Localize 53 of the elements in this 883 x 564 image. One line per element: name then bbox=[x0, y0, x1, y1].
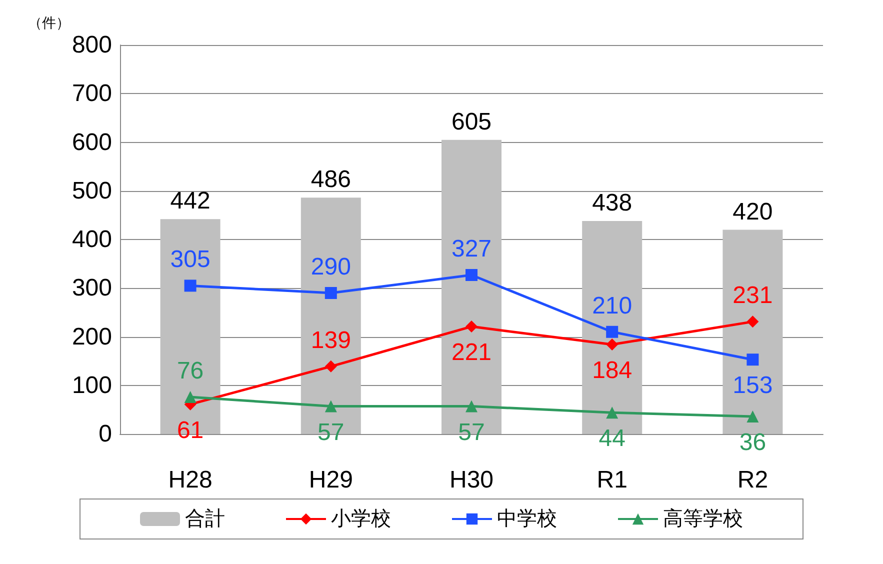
legend-label: 合計 bbox=[185, 508, 225, 530]
data-label: 605 bbox=[451, 108, 492, 136]
x-tick-label: H30 bbox=[449, 466, 494, 494]
data-label: 210 bbox=[592, 292, 632, 320]
x-tick-label: R2 bbox=[737, 466, 768, 494]
y-tick-label: 500 bbox=[72, 177, 112, 204]
data-label: 57 bbox=[458, 418, 485, 446]
point bbox=[466, 400, 478, 412]
data-label: 290 bbox=[310, 253, 351, 280]
data-label: 61 bbox=[176, 416, 204, 444]
data-label: 420 bbox=[732, 198, 773, 226]
data-label: 231 bbox=[732, 282, 773, 310]
y-tick-label: 0 bbox=[98, 420, 112, 448]
x-tick-label: H28 bbox=[168, 466, 212, 494]
y-tick-label: 100 bbox=[72, 372, 112, 399]
point bbox=[184, 280, 196, 292]
x-tick-label: H29 bbox=[308, 466, 353, 494]
data-label: 184 bbox=[592, 357, 632, 384]
data-label: 76 bbox=[176, 358, 204, 385]
y-tick-label: 200 bbox=[72, 323, 112, 350]
point bbox=[184, 391, 196, 404]
point bbox=[746, 316, 759, 328]
data-label: 438 bbox=[592, 190, 632, 217]
point bbox=[606, 406, 618, 419]
point bbox=[324, 286, 337, 299]
y-tick-label: 400 bbox=[72, 226, 112, 253]
bar bbox=[722, 230, 783, 434]
data-label: 305 bbox=[170, 246, 210, 274]
y-tick-label: 700 bbox=[72, 80, 112, 108]
data-label: 57 bbox=[318, 418, 344, 446]
data-label: 221 bbox=[451, 339, 492, 366]
point bbox=[324, 400, 337, 412]
data-label: 486 bbox=[310, 166, 351, 194]
data-label: 36 bbox=[739, 428, 766, 456]
legend-label: 小学校 bbox=[331, 508, 391, 530]
data-label: 153 bbox=[732, 372, 773, 400]
legend-label: 高等学校 bbox=[663, 507, 743, 530]
legend-label: 中学校 bbox=[497, 508, 557, 530]
y-tick-label: 300 bbox=[72, 274, 112, 302]
point bbox=[466, 268, 478, 281]
y-tick-label: 600 bbox=[72, 128, 112, 156]
y-tick-label: 800 bbox=[72, 32, 112, 58]
data-label: 327 bbox=[451, 235, 492, 262]
point bbox=[746, 410, 759, 422]
point bbox=[746, 354, 759, 366]
y-axis-title: （件） bbox=[28, 14, 70, 30]
data-label: 139 bbox=[310, 326, 351, 354]
point bbox=[606, 326, 618, 338]
point bbox=[324, 360, 337, 372]
data-label: 442 bbox=[170, 188, 210, 215]
x-tick-label: R1 bbox=[596, 466, 628, 494]
point bbox=[606, 338, 618, 351]
point bbox=[466, 320, 478, 333]
